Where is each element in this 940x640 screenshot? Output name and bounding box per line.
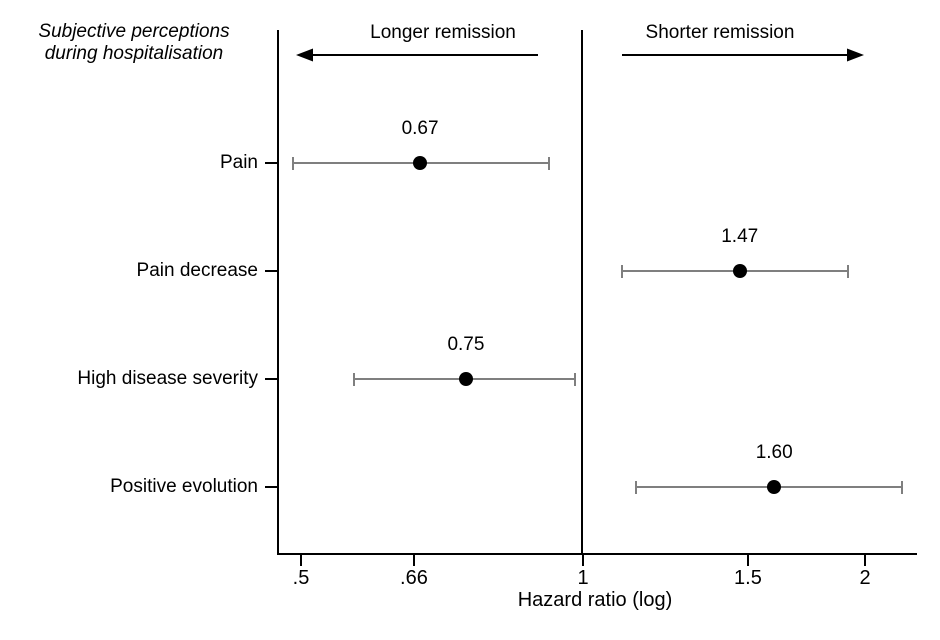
- x-axis-tick: [412, 555, 415, 566]
- y-axis-line: [277, 30, 279, 555]
- left-arrow-icon: [296, 48, 538, 62]
- point-marker: [767, 480, 782, 494]
- point-marker: [413, 156, 428, 170]
- x-axis-tick: [300, 555, 302, 566]
- y-axis-tick: [265, 486, 277, 488]
- x-tick-label: 1.5: [734, 567, 762, 589]
- ci-cap-high: [548, 156, 551, 170]
- reference-line: [581, 30, 583, 555]
- category-label: Pain decrease: [136, 260, 258, 281]
- x-tick-label: .5: [292, 567, 310, 589]
- category-label: Pain: [219, 152, 258, 173]
- ci-cap-low: [620, 264, 623, 278]
- ci-cap-low: [635, 480, 638, 494]
- estimate-label: 0.75: [447, 334, 485, 355]
- point-marker: [458, 372, 473, 386]
- y-axis-tick: [265, 162, 277, 164]
- estimate-label: 0.67: [401, 118, 439, 139]
- ci-cap-high: [847, 264, 850, 278]
- x-axis-line: [277, 553, 917, 555]
- ci-cap-high: [573, 372, 576, 386]
- ci-cap-low: [353, 372, 356, 386]
- estimate-label: 1.60: [755, 442, 793, 463]
- longer-remission-label: Longer remission: [370, 22, 516, 43]
- category-label: Positive evolution: [110, 476, 258, 497]
- x-tick-label: 1: [577, 567, 589, 589]
- figure-title: Subjective perceptions during hospitalis…: [12, 21, 256, 65]
- x-axis-tick: [746, 555, 749, 566]
- point-marker: [732, 264, 747, 278]
- ci-cap-low: [291, 156, 294, 170]
- x-axis-tick: [582, 555, 584, 566]
- x-tick-label: .66: [400, 567, 428, 589]
- y-axis-tick: [265, 378, 277, 380]
- x-tick-label: 2: [859, 567, 871, 589]
- figure-title-line2: during hospitalisation: [44, 43, 224, 64]
- category-label: High disease severity: [77, 368, 258, 389]
- x-axis-title: Hazard ratio (log): [517, 589, 673, 611]
- x-axis-tick: [864, 555, 866, 566]
- shorter-remission-label: Shorter remission: [645, 22, 795, 43]
- right-arrow-icon: [622, 48, 864, 62]
- y-axis-tick: [265, 270, 277, 272]
- ci-cap-high: [900, 480, 903, 494]
- figure-title-line1: Subjective perceptions: [38, 21, 230, 42]
- estimate-label: 1.47: [721, 226, 759, 247]
